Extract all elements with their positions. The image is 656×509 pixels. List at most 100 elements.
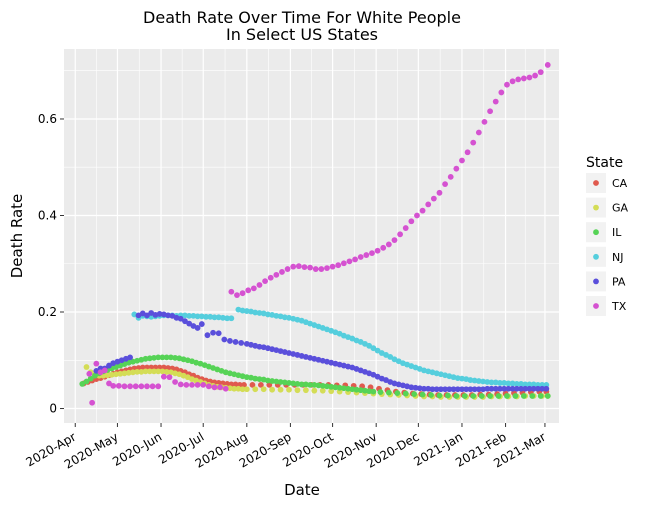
data-point-pa bbox=[501, 385, 508, 392]
data-point-tx bbox=[340, 260, 347, 267]
data-point-nj bbox=[215, 314, 222, 321]
data-point-il bbox=[286, 380, 292, 386]
data-point-il bbox=[83, 378, 90, 385]
data-point-il bbox=[298, 381, 305, 388]
data-point-ga bbox=[134, 368, 141, 375]
series-il bbox=[79, 354, 551, 399]
data-point-pa bbox=[186, 320, 193, 327]
data-point-il bbox=[332, 384, 339, 391]
data-point-nj bbox=[370, 345, 377, 352]
data-point-pa bbox=[238, 339, 245, 346]
data-point-ga bbox=[142, 368, 149, 375]
data-point-tx bbox=[189, 381, 195, 388]
x-tick-label: 2020-Jun bbox=[110, 430, 164, 469]
data-point-tx bbox=[222, 385, 229, 392]
data-point-tx bbox=[475, 129, 482, 136]
data-point-nj bbox=[182, 312, 188, 319]
data-point-tx bbox=[228, 288, 235, 295]
data-point-tx bbox=[318, 266, 325, 272]
data-point-ga bbox=[146, 368, 153, 375]
data-point-ga bbox=[113, 371, 119, 378]
y-tick-label: 0.4 bbox=[38, 208, 57, 222]
data-point-nj bbox=[256, 310, 263, 316]
data-point-nj bbox=[530, 381, 537, 388]
data-point-ga bbox=[108, 371, 115, 378]
data-point-pa bbox=[165, 312, 171, 319]
data-point-il bbox=[353, 386, 360, 393]
data-point-tx bbox=[93, 360, 100, 367]
data-point-nj bbox=[252, 309, 259, 316]
data-point-pa bbox=[412, 384, 419, 391]
data-point-pa bbox=[475, 386, 482, 393]
data-point-il bbox=[520, 393, 527, 399]
data-point-tx bbox=[245, 287, 252, 294]
data-point-pa bbox=[446, 386, 453, 393]
data-point-il bbox=[377, 389, 384, 396]
data-point-tx bbox=[177, 381, 184, 388]
data-point-il bbox=[336, 384, 343, 391]
data-point-nj bbox=[207, 313, 214, 320]
data-point-pa bbox=[442, 386, 448, 393]
data-point-nj bbox=[194, 313, 201, 320]
data-point-tx bbox=[149, 383, 156, 390]
data-point-il bbox=[366, 388, 373, 395]
data-point-nj bbox=[467, 377, 474, 383]
data-point-il bbox=[281, 379, 288, 386]
data-point-ga bbox=[319, 387, 326, 394]
data-point-il bbox=[461, 393, 468, 399]
data-point-ca bbox=[232, 381, 239, 388]
data-point-pa bbox=[210, 329, 216, 336]
data-point-tx bbox=[284, 266, 291, 272]
legend-title: State bbox=[586, 155, 623, 171]
data-point-pa bbox=[221, 336, 228, 343]
data-point-ga bbox=[328, 388, 335, 395]
data-point-tx bbox=[262, 278, 268, 285]
data-point-il bbox=[151, 354, 157, 361]
legend-label-il: IL bbox=[612, 226, 622, 239]
data-point-tx bbox=[369, 250, 375, 257]
x-axis: 2020-Apr2020-May2020-Jun2020-Jul2020-Aug… bbox=[23, 423, 548, 472]
data-point-nj bbox=[387, 353, 394, 360]
data-point-ga bbox=[311, 387, 318, 394]
data-point-il bbox=[319, 382, 326, 389]
data-point-tx bbox=[324, 265, 330, 271]
data-point-il bbox=[159, 354, 166, 361]
y-axis-title: Death Rate bbox=[8, 194, 26, 279]
data-point-pa bbox=[535, 385, 541, 392]
data-point-tx bbox=[363, 252, 370, 258]
data-point-il bbox=[340, 385, 347, 392]
major-gridlines bbox=[64, 49, 559, 423]
data-point-nj bbox=[513, 381, 520, 387]
data-point-nj bbox=[239, 307, 246, 314]
data-point-tx bbox=[205, 383, 212, 390]
data-point-tx bbox=[419, 207, 426, 214]
data-point-il bbox=[315, 382, 322, 389]
data-point-tx bbox=[520, 75, 527, 82]
data-point-il bbox=[92, 372, 98, 379]
data-point-il bbox=[324, 383, 330, 390]
data-point-nj bbox=[228, 315, 235, 322]
data-point-ca bbox=[257, 381, 264, 388]
data-point-tx bbox=[453, 165, 460, 172]
data-point-pa bbox=[433, 386, 440, 393]
data-point-il bbox=[529, 393, 536, 399]
data-point-il bbox=[385, 389, 392, 396]
data-point-tx bbox=[166, 374, 173, 381]
data-point-nj bbox=[273, 312, 280, 319]
data-point-pa bbox=[463, 386, 470, 393]
data-point-ga bbox=[252, 386, 259, 393]
data-point-tx bbox=[357, 254, 364, 260]
data-point-ga bbox=[117, 370, 124, 377]
data-point-tx bbox=[217, 384, 223, 391]
legend-key-il bbox=[593, 229, 599, 236]
data-point-il bbox=[273, 378, 280, 385]
data-point-pa bbox=[513, 385, 520, 392]
data-point-tx bbox=[442, 181, 448, 188]
data-point-il bbox=[394, 390, 401, 396]
data-point-il bbox=[402, 390, 409, 397]
data-point-tx bbox=[329, 263, 336, 270]
data-point-pa bbox=[127, 354, 133, 361]
data-point-pa bbox=[437, 386, 444, 393]
data-point-il bbox=[79, 381, 86, 387]
data-point-ga bbox=[243, 386, 250, 393]
